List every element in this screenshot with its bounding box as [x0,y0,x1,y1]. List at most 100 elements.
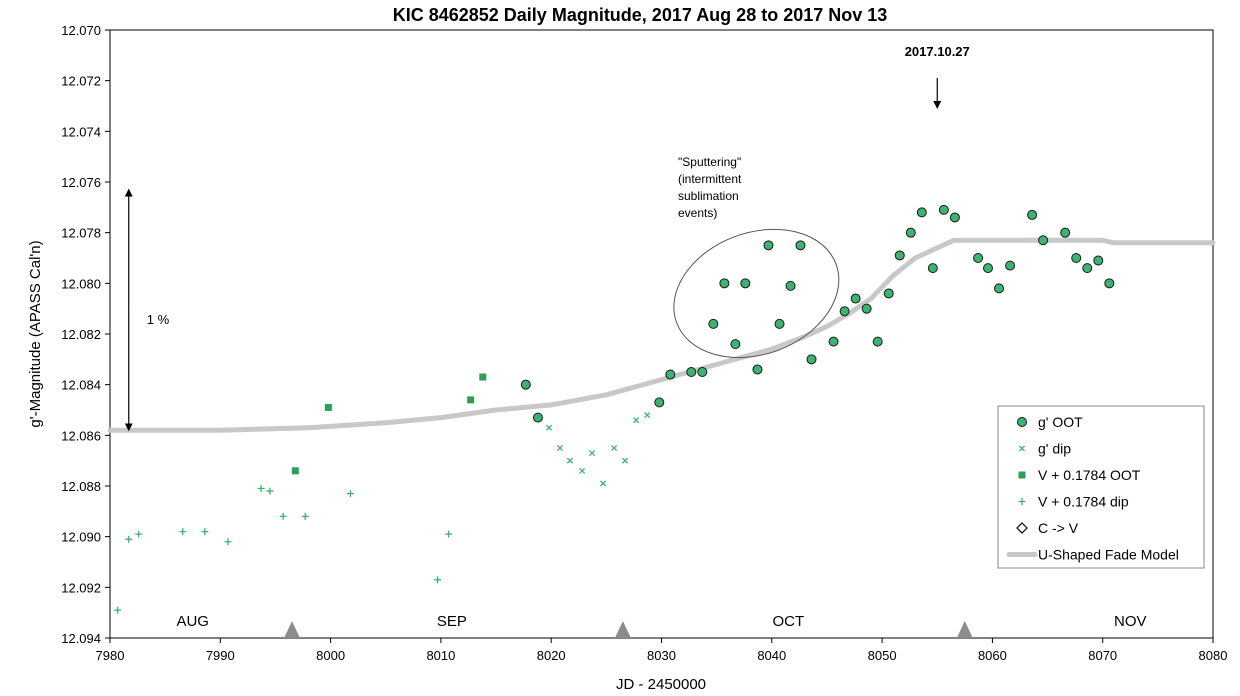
point-g-oot [916,207,927,218]
point-g-dip [611,444,618,452]
x-axis-label: JD - 2450000 [616,676,706,693]
point-v-0-1784-dip [346,490,354,498]
x-tick-label: 8020 [537,648,566,663]
y-tick-label: 12.074 [61,124,101,139]
month-boundary-marker [283,621,300,638]
sputtering-annotation: "Sputtering" (intermittent sublimation even… [678,155,742,220]
date-annotation: 2017.10.27 [905,44,970,59]
point-g-oot [795,240,806,251]
y-tick-label: 12.072 [61,74,101,89]
point-g-oot [806,354,817,365]
point-g-oot [708,318,719,329]
legend-entry: C -> V [1038,520,1079,536]
point-v-0-1784-oot [291,467,299,475]
legend-swatch [1018,498,1026,505]
legend-swatch [1018,445,1026,452]
x-tick-label: 8080 [1199,648,1228,663]
y-tick-label: 12.070 [61,23,101,38]
point-g-oot [1060,227,1071,238]
x-tick-label: 8040 [757,648,786,663]
point-g-oot [839,306,850,317]
point-g-oot [752,364,763,375]
legend-swatch [1016,522,1028,534]
data-marks-layer [114,204,1115,614]
point-g-oot [1038,235,1049,246]
point-v-0-1784-dip [301,512,309,520]
point-g-oot [763,240,774,251]
month-boundary-marker [956,621,973,638]
point-v-0-1784-dip [125,535,133,543]
point-g-dip [566,457,574,464]
point-g-oot [883,288,894,299]
y-tick-label: 12.084 [61,378,101,393]
point-g-oot [665,369,676,380]
point-g-oot [949,212,960,223]
y-tick-label: 12.090 [61,530,101,545]
point-v-0-1784-dip [434,576,442,584]
y-axis: 12.070 12.072 12.074 12.076 12.078 12.080 12.0… [61,23,110,646]
point-g-oot [894,250,905,261]
point-g-oot [1027,209,1038,220]
point-g-oot [520,379,531,390]
y-axis-label: g'-Magnitude (APASS Cal'n) [27,240,44,427]
month-label: AUG [176,613,209,630]
y-tick-label: 12.082 [61,327,101,342]
point-g-oot [828,336,839,347]
point-g-oot [994,283,1005,294]
sputtering-annotation-line: "Sputtering" [678,155,741,169]
model-line-layer [107,237,1216,433]
point-v-0-1784-dip [135,530,143,538]
legend: g' OOT g' dip V + 0.1784 OOT V + 0.1784 dip… [997,405,1205,569]
point-g-oot [686,367,697,377]
point-g-oot [861,303,872,314]
point-g-oot [1005,260,1016,271]
legend-entry: g' OOT [1038,414,1083,430]
x-tick-label: 7980 [96,648,125,663]
point-v-0-1784-oot [479,373,487,381]
point-g-oot [927,263,938,274]
point-v-0-1784-dip [201,528,209,536]
legend-entry: V + 0.1784 OOT [1038,467,1141,483]
point-g-dip [588,450,596,457]
point-g-oot [872,336,883,347]
point-g-dip [579,467,586,474]
point-v-0-1784-dip [179,528,187,536]
x-axis: 7980 7990 8000 8010 8020 8030 8040 8050 8060 8070… [96,638,1228,663]
point-v-0-1784-dip [266,487,274,495]
point-g-oot [982,263,993,274]
point-v-0-1784-dip [257,485,265,493]
percent-label: 1 % [147,312,170,327]
x-tick-label: 7990 [206,648,235,663]
sputtering-ellipse [673,228,840,359]
point-g-oot [973,253,984,263]
sputtering-annotation-line: events) [678,206,717,220]
point-g-oot [697,367,708,377]
point-g-oot [730,339,741,350]
legend-swatch [1017,417,1027,427]
point-g-dip [545,424,553,431]
y-tick-label: 12.094 [61,631,101,646]
point-g-oot [1071,253,1082,263]
legend-swatch [1018,471,1026,479]
legend-box [997,405,1205,569]
y-tick-label: 12.086 [61,428,101,443]
point-g-oot [654,397,665,408]
x-tick-label: 8050 [868,648,897,663]
point-g-oot [850,293,861,304]
point-g-oot [1093,255,1104,266]
y-tick-label: 12.088 [61,479,101,494]
legend-entry: V + 0.1784 dip [1038,494,1129,510]
y-tick-label: 12.078 [61,226,101,241]
month-label: SEP [437,613,467,630]
point-v-0-1784-dip [445,530,453,538]
sputtering-annotation-line: sublimation [678,189,739,203]
point-g-oot [785,280,796,291]
month-boundary-marker [614,621,631,638]
point-g-oot [740,278,751,289]
month-label: NOV [1114,613,1147,630]
x-tick-label: 8030 [647,648,676,663]
month-label: OCT [773,613,805,630]
x-tick-label: 8060 [978,648,1007,663]
point-g-oot [938,204,949,215]
point-g-dip [556,444,564,452]
